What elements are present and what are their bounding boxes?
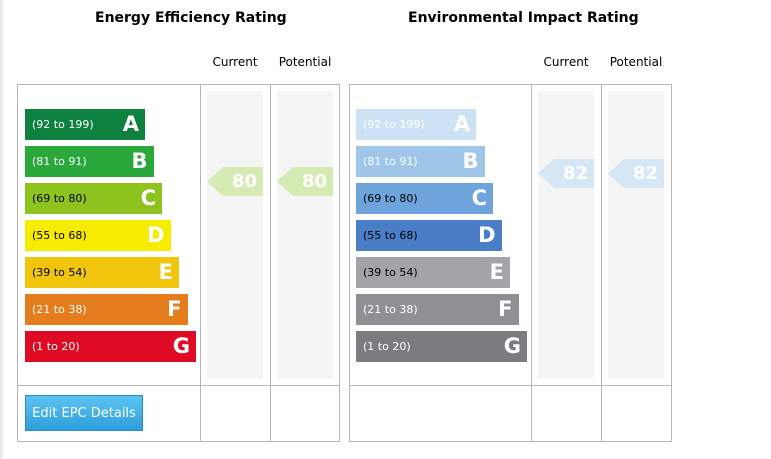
environmental-band-range: (69 to 80) bbox=[363, 192, 418, 205]
energy-current-heading: Current bbox=[212, 55, 258, 69]
environmental-potential-track bbox=[608, 91, 664, 379]
energy-band-letter: D bbox=[147, 223, 165, 247]
energy-divider-current bbox=[200, 84, 201, 442]
environmental-band-letter: F bbox=[498, 297, 513, 321]
energy-band-b: (81 to 91) B bbox=[25, 146, 154, 177]
page-left-edge bbox=[0, 0, 3, 459]
energy-potential-arrow-shape bbox=[277, 167, 333, 196]
environmental-band-g: (1 to 20) G bbox=[356, 331, 527, 362]
environmental-band-f: (21 to 38) F bbox=[356, 294, 519, 325]
energy-band-letter: E bbox=[158, 260, 173, 284]
energy-rating-table bbox=[17, 84, 340, 442]
energy-band-range: (81 to 91) bbox=[32, 155, 87, 168]
environmental-band-b: (81 to 91) B bbox=[356, 146, 485, 177]
environmental-band-range: (55 to 68) bbox=[363, 229, 418, 242]
energy-band-range: (69 to 80) bbox=[32, 192, 87, 205]
environmental-band-d: (55 to 68) D bbox=[356, 220, 502, 251]
energy-band-letter: B bbox=[131, 149, 148, 173]
energy-band-g: (1 to 20) G bbox=[25, 331, 196, 362]
environmental-band-letter: B bbox=[462, 149, 479, 173]
environmental-current-indicator: 82 bbox=[538, 159, 594, 188]
energy-band-letter: G bbox=[172, 334, 190, 358]
energy-divider-potential bbox=[270, 84, 271, 442]
energy-band-range: (55 to 68) bbox=[32, 229, 87, 242]
energy-band-a: (92 to 199) A bbox=[25, 109, 145, 140]
environmental-current-value: 82 bbox=[562, 163, 588, 184]
energy-footer-divider bbox=[17, 385, 340, 386]
energy-current-indicator: 80 bbox=[207, 167, 263, 196]
environmental-band-range: (92 to 199) bbox=[363, 118, 425, 131]
environmental-potential-arrow-shape bbox=[608, 159, 664, 188]
energy-band-letter: A bbox=[122, 112, 139, 136]
energy-current-track bbox=[207, 91, 263, 379]
energy-band-range: (39 to 54) bbox=[32, 266, 87, 279]
environmental-current-track bbox=[538, 91, 594, 379]
energy-potential-heading: Potential bbox=[278, 55, 332, 69]
environmental-band-e: (39 to 54) E bbox=[356, 257, 510, 288]
energy-band-letter: C bbox=[140, 186, 156, 210]
energy-band-letter: F bbox=[167, 297, 182, 321]
environmental-band-range: (1 to 20) bbox=[363, 340, 411, 353]
environmental-band-range: (39 to 54) bbox=[363, 266, 418, 279]
energy-potential-track bbox=[277, 91, 333, 379]
environmental-potential-indicator: 82 bbox=[608, 159, 664, 188]
environmental-rating-title: Environmental Impact Rating bbox=[408, 10, 639, 26]
energy-band-range: (1 to 20) bbox=[32, 340, 80, 353]
environmental-band-range: (81 to 91) bbox=[363, 155, 418, 168]
environmental-potential-value: 82 bbox=[632, 163, 658, 184]
environmental-rating-table bbox=[349, 84, 672, 442]
energy-band-e: (39 to 54) E bbox=[25, 257, 179, 288]
edit-epc-details-button[interactable]: Edit EPC Details bbox=[25, 395, 143, 431]
environmental-divider-potential bbox=[601, 84, 602, 442]
energy-band-c: (69 to 80) C bbox=[25, 183, 162, 214]
environmental-band-letter: E bbox=[489, 260, 504, 284]
environmental-divider-current bbox=[531, 84, 532, 442]
energy-rating-title: Energy Efficiency Rating bbox=[95, 10, 287, 26]
environmental-band-letter: A bbox=[453, 112, 470, 136]
energy-band-d: (55 to 68) D bbox=[25, 220, 171, 251]
energy-band-range: (21 to 38) bbox=[32, 303, 87, 316]
environmental-band-range: (21 to 38) bbox=[363, 303, 418, 316]
environmental-current-heading: Current bbox=[543, 55, 589, 69]
environmental-band-letter: C bbox=[471, 186, 487, 210]
environmental-band-letter: G bbox=[503, 334, 521, 358]
energy-current-value: 80 bbox=[231, 171, 257, 192]
environmental-band-a: (92 to 199) A bbox=[356, 109, 476, 140]
energy-band-f: (21 to 38) F bbox=[25, 294, 188, 325]
environmental-band-letter: D bbox=[478, 223, 496, 247]
environmental-footer-divider bbox=[349, 385, 672, 386]
energy-potential-value: 80 bbox=[301, 171, 327, 192]
energy-potential-indicator: 80 bbox=[277, 167, 333, 196]
environmental-band-c: (69 to 80) C bbox=[356, 183, 493, 214]
energy-band-range: (92 to 199) bbox=[32, 118, 94, 131]
energy-current-arrow-shape bbox=[207, 167, 263, 196]
environmental-potential-heading: Potential bbox=[609, 55, 663, 69]
environmental-current-arrow-shape bbox=[538, 159, 594, 188]
